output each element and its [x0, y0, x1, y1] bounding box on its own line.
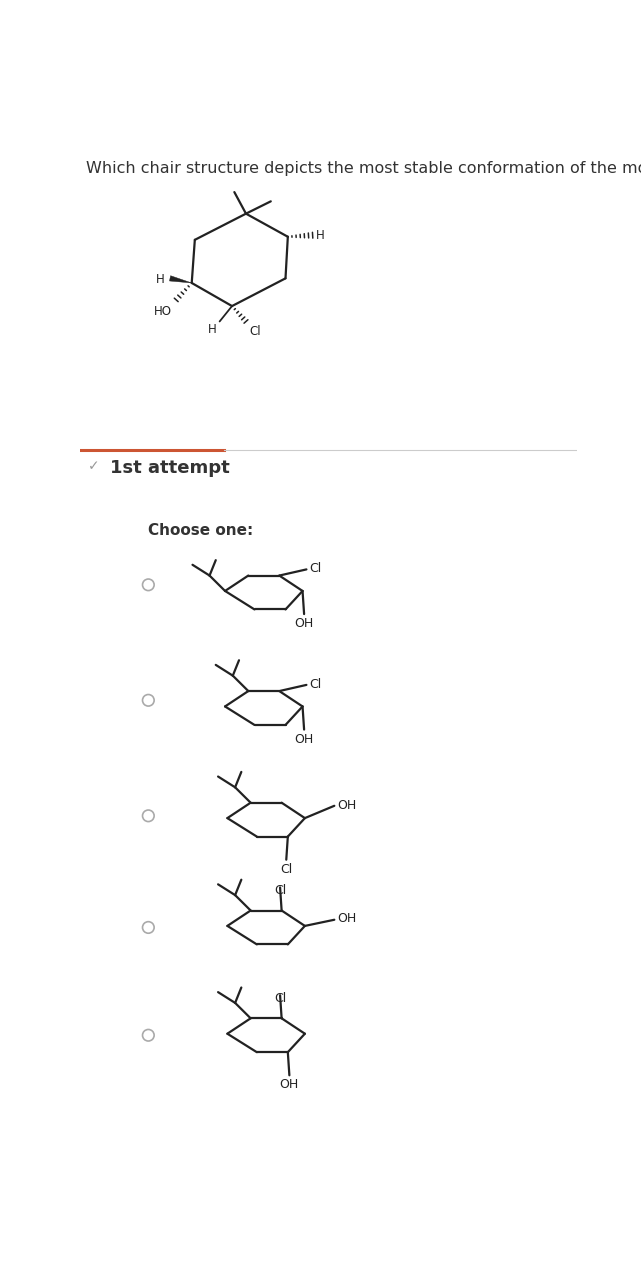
Text: H: H: [208, 323, 217, 335]
Text: Cl: Cl: [309, 677, 321, 691]
Text: HO: HO: [154, 305, 172, 317]
Text: Which chair structure depicts the most stable conformation of the molecule shown: Which chair structure depicts the most s…: [87, 161, 641, 177]
Text: H: H: [316, 229, 324, 242]
Text: OH: OH: [294, 732, 313, 746]
Text: ✓: ✓: [88, 460, 99, 474]
Text: Cl: Cl: [309, 562, 321, 575]
Polygon shape: [169, 275, 192, 283]
Text: OH: OH: [279, 1078, 299, 1092]
Text: H: H: [156, 274, 165, 287]
Text: OH: OH: [294, 617, 313, 630]
Text: Choose one:: Choose one:: [148, 524, 254, 538]
Text: Cl: Cl: [280, 863, 292, 876]
Text: Cl: Cl: [274, 992, 286, 1005]
Text: Cl: Cl: [274, 884, 286, 897]
Text: Cl: Cl: [249, 325, 261, 338]
Text: OH: OH: [337, 799, 356, 812]
Text: 1st attempt: 1st attempt: [110, 460, 229, 477]
Text: OH: OH: [337, 913, 356, 925]
